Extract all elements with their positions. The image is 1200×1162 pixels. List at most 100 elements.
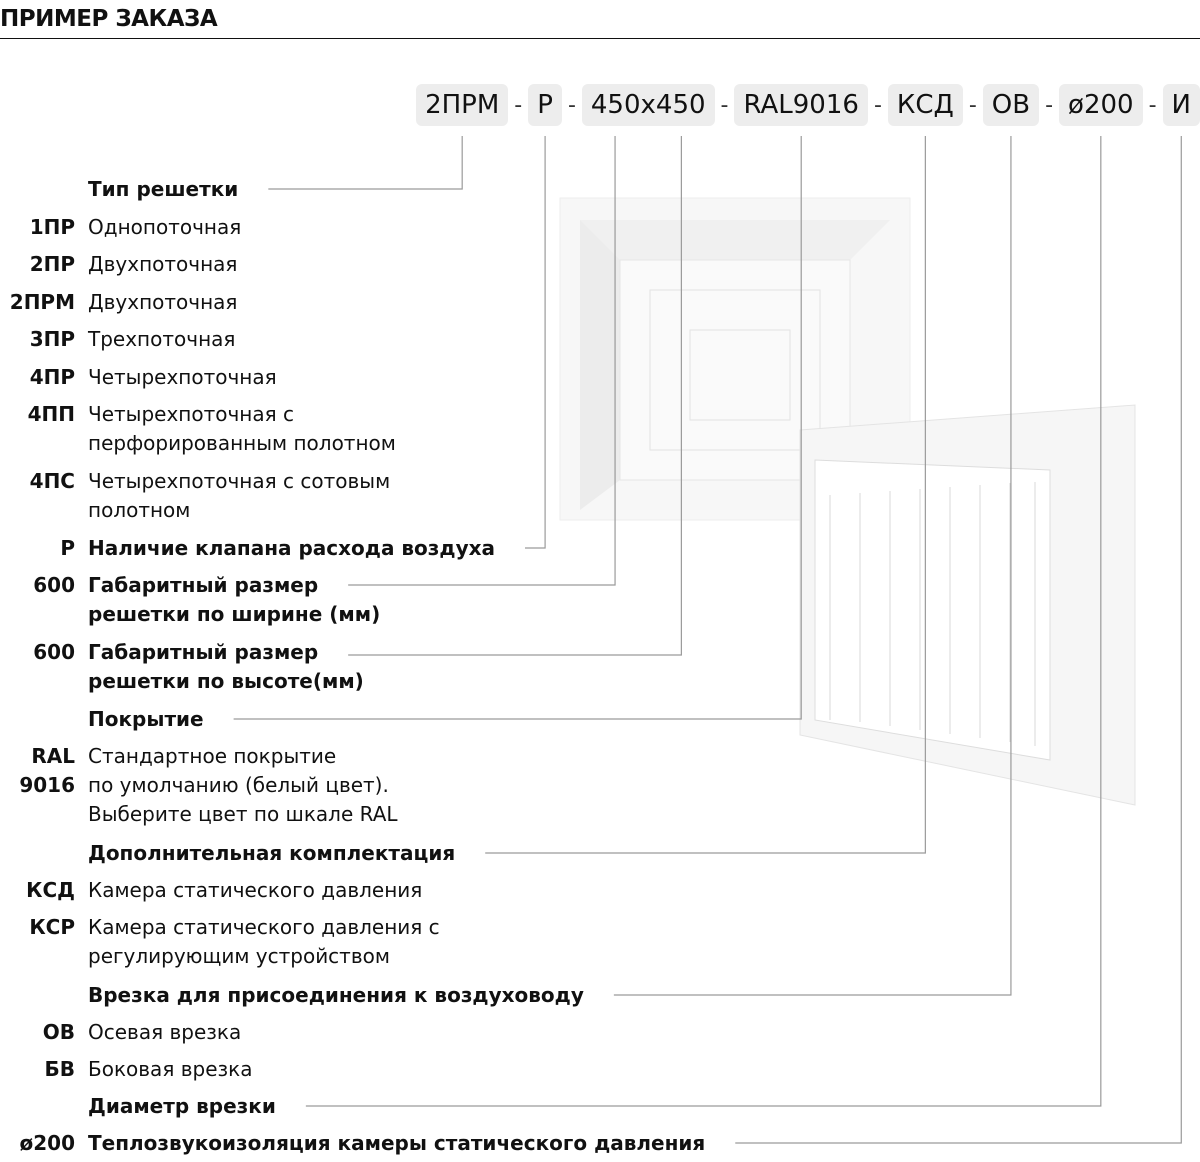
spec-code: 2ПР [30, 250, 75, 279]
spec-text: Габаритный размер решетки по ширине (мм) [88, 571, 380, 629]
code-line: БВ [44, 1056, 76, 1081]
spec-text: Однопоточная [88, 213, 241, 242]
spec-code: 4ПС [30, 467, 75, 496]
text-line: полотном [88, 497, 191, 522]
spec-text: Трехпоточная [88, 325, 235, 354]
text-line: Дополнительная комплектация [88, 840, 456, 865]
code-line: 600 [33, 639, 75, 664]
spec-code: 600 [33, 571, 75, 600]
spec-text: Двухпоточная [88, 250, 237, 279]
spec-code: 4ПР [30, 363, 75, 392]
text-line: регулирующим устройством [88, 943, 390, 968]
spec-text: Камера статического давления с регулирующ… [88, 913, 440, 971]
text-line: Однопоточная [88, 214, 242, 239]
spec-code: 2ПРМ [10, 288, 75, 317]
text-line: решетки по ширине (мм) [88, 601, 381, 626]
code-part: RAL9016 [734, 84, 868, 126]
spec-code: 600 [33, 638, 75, 667]
spec-code: Р [60, 534, 75, 563]
connector-line [305, 136, 1102, 1107]
text-line: Тип решетки [88, 176, 239, 201]
code-part: 450x450 [581, 84, 715, 126]
code-line: 4ПР [29, 364, 75, 389]
text-line: Габаритный размер [88, 572, 319, 597]
code-separator: - [514, 92, 523, 118]
text-line: Четырехпоточная с сотовым [88, 468, 391, 493]
text-line: Четырехпоточная с [88, 401, 295, 426]
spec-text: Камера статического давления [88, 876, 422, 905]
code-separator: - [968, 92, 977, 118]
text-line: Двухпоточная [88, 289, 238, 314]
text-line: Покрытие [88, 706, 204, 731]
text-line: Диаметр врезки [88, 1093, 276, 1118]
text-line: Врезка для присоединения к воздуховоду [88, 982, 584, 1007]
code-line: 4ПП [27, 401, 75, 426]
spec-text: Четырехпоточная [88, 363, 277, 392]
spec-text: Двухпоточная [88, 288, 237, 317]
text-line: Наличие клапана расхода воздуха [88, 535, 496, 560]
spec-text: Наличие клапана расхода воздуха [88, 534, 495, 563]
spec-code: 3ПР [30, 325, 75, 354]
text-line: по умолчанию (белый цвет). [88, 772, 389, 797]
spec-text: Стандартное покрытие по умолчанию (белый … [88, 742, 398, 829]
page-title: ПРИМЕР ЗАКАЗА [0, 6, 218, 32]
spec-code: 1ПР [30, 213, 75, 242]
text-line: Трехпоточная [88, 326, 236, 351]
code-line: КСД [26, 877, 75, 902]
spec-text: Врезка для присоединения к воздуховоду [88, 981, 584, 1010]
text-line: Камера статического давления с [88, 914, 440, 939]
code-part: ОВ [982, 84, 1040, 126]
connector-line [613, 136, 1012, 996]
code-line: 3ПР [29, 326, 75, 351]
spec-code: КСД [26, 876, 75, 905]
text-line: Выберите цвет по шкале RAL [88, 801, 398, 826]
code-part: Р [528, 84, 562, 126]
text-line: Габаритный размер [88, 639, 319, 664]
text-line: Осевая врезка [88, 1019, 242, 1044]
code-line: 600 [33, 572, 75, 597]
spec-text: Покрытие [88, 705, 204, 734]
connector-line [348, 136, 682, 656]
connector-line [735, 136, 1182, 1144]
spec-text: Теплозвукоизоляция камеры статического д… [88, 1129, 705, 1158]
code-part: И [1162, 84, 1200, 126]
code-line: 9016 [19, 772, 75, 797]
spec-text: Боковая врезка [88, 1055, 252, 1084]
spec-text: Габаритный размер решетки по высоте(мм) [88, 638, 364, 696]
code-line: 1ПР [29, 214, 75, 239]
title-rule [0, 38, 1200, 39]
order-code: 2ПРМ - Р -450x450- RAL9016- КСД - ОВ - ø200- И [416, 84, 1200, 126]
code-part: 2ПРМ [416, 84, 509, 126]
spec-text: Тип решетки [88, 175, 238, 204]
text-line: Четырехпоточная [88, 364, 277, 389]
code-line: КСР [29, 914, 75, 939]
text-line: Теплозвукоизоляция камеры статического д… [88, 1130, 706, 1155]
code-line: 4ПС [29, 468, 75, 493]
text-line: решетки по высоте(мм) [88, 668, 364, 693]
code-separator: - [1045, 92, 1054, 118]
connector-line [348, 136, 616, 586]
code-line: ø200 [19, 1130, 76, 1155]
spec-code: 4ПП [28, 400, 75, 429]
text-line: Камера статического давления [88, 877, 423, 902]
code-part: КСД [887, 84, 963, 126]
text-line: перфорированным полотном [88, 430, 396, 455]
text-line: Двухпоточная [88, 251, 238, 276]
spec-code: RAL 9016 [19, 742, 75, 800]
code-separator: - [567, 92, 576, 118]
text-line: Боковая врезка [88, 1056, 253, 1081]
spec-code: КСР [29, 913, 75, 942]
spec-code: ø200 [20, 1129, 76, 1158]
spec-code: БВ [45, 1055, 76, 1084]
connector-line [485, 136, 926, 854]
code-line: RAL [31, 743, 75, 768]
text-line: Стандартное покрытие [88, 743, 337, 768]
code-line: 2ПР [29, 251, 75, 276]
connector-line [268, 136, 463, 190]
code-line: Р [60, 535, 75, 560]
spec-text: Дополнительная комплектация [88, 839, 455, 868]
code-line: 2ПРМ [9, 289, 75, 314]
